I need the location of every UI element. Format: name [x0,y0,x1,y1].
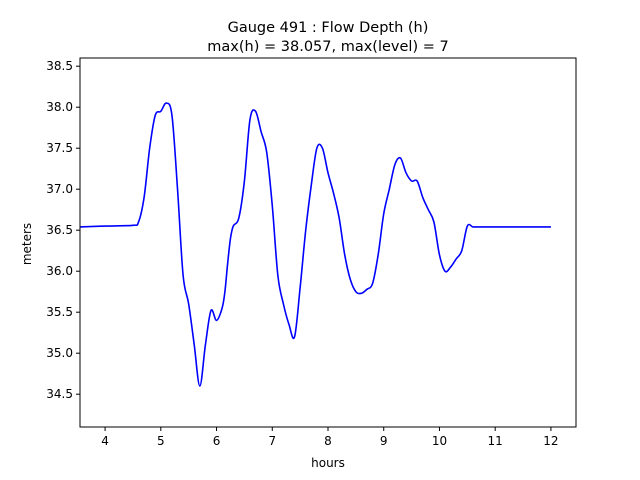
chart-title-line2: max(h) = 38.057, max(level) = 7 [207,39,448,55]
x-tick-label: 6 [213,434,221,448]
y-axis-label: meters [20,223,34,265]
y-tick-label: 37.5 [46,141,73,155]
x-axis-ticks: 4 5 6 7 8 9 10 11 12 [101,427,559,448]
y-tick-label: 36.0 [46,264,73,278]
y-tick-label: 35.0 [46,346,73,360]
x-axis-label: hours [311,456,345,470]
y-tick-label: 36.5 [46,223,73,237]
chart-title-line1: Gauge 491 : Flow Depth (h) [228,20,429,36]
y-tick-label: 37.0 [46,182,73,196]
x-tick-label: 8 [324,434,332,448]
plot-area [79,57,577,428]
y-tick-label: 35.5 [46,305,73,319]
x-tick-label: 5 [157,434,165,448]
x-tick-label: 9 [380,434,388,448]
y-tick-label: 38.5 [46,59,73,73]
x-tick-label: 4 [101,434,109,448]
x-tick-label: 7 [268,434,276,448]
y-tick-label: 38.0 [46,100,73,114]
y-axis-ticks: 34.5 35.0 35.5 36.0 36.5 37.0 37.5 38.0 38.5 [46,59,80,401]
plot-background [80,58,576,427]
y-tick-label: 34.5 [46,387,73,401]
series-line-0 [79,102,551,387]
x-tick-label: 10 [432,434,447,448]
x-tick-label: 12 [543,434,558,448]
x-tick-label: 11 [488,434,503,448]
